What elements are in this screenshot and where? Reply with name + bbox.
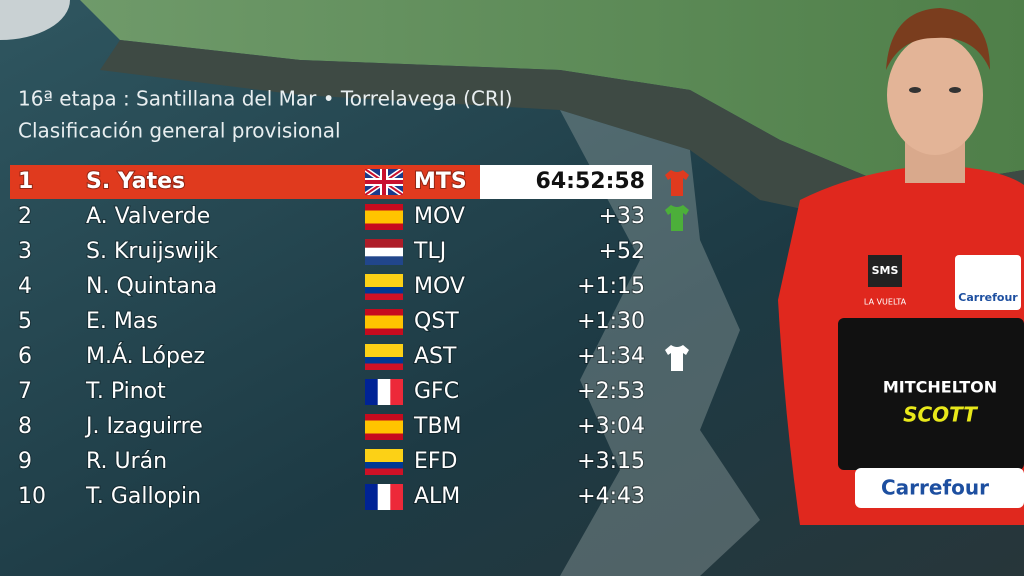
jersey-text: MITCHELTON [883,378,997,397]
time-gap: +3:04 [577,414,645,439]
jersey-text: SCOTT [903,403,978,427]
standings-row: 9 R. Urán EFD +3:15 [17,448,646,475]
position: 3 [18,239,32,264]
position: 8 [18,414,32,439]
team-code: TBM [413,414,462,439]
position: 7 [18,379,32,404]
rider: SMS LA VUELTA Carrefour MITCHELTON SCOTT… [778,8,1024,525]
rider-name: T. Gallopin [85,484,201,509]
standings-row: 2 A. Valverde MOV +33 [17,203,646,230]
standings-row: 7 T. Pinot GFC +2:53 [17,378,646,405]
subtitle: Clasificación general provisional [18,119,341,143]
position: 10 [18,484,46,509]
team-code: ALM [414,484,460,509]
rider-name: M.Á. López [86,343,205,369]
team-code: AST [414,344,457,369]
time-gap: +4:43 [577,484,645,509]
rider-name: S. Kruijswijk [86,239,218,264]
standings-row: 8 J. Izaguirre TBM +3:04 [17,413,646,440]
standings-row: 4 N. Quintana MOV +1:15 [17,273,646,300]
team-code: EFD [414,449,458,474]
stage-title: 16ª etapa : Santillana del Mar • Torrela… [18,87,513,111]
team-code: GFC [414,379,459,404]
time-gap: 64:52:58 [536,169,645,194]
standings-row: 10 T. Gallopin ALM +4:43 [17,483,646,510]
jersey-text: SMS [872,264,899,277]
jersey-text: Carrefour [958,291,1018,304]
position: 1 [18,169,33,194]
standings-row: 1 S. Yates MTS 64:52:58 [17,168,645,195]
position: 9 [18,449,32,474]
position: 6 [18,344,32,369]
time-gap: +2:53 [577,379,645,404]
standings-row: 3 S. Kruijswijk TLJ +52 [17,238,646,265]
position: 2 [18,204,32,229]
time-gap: +1:34 [577,344,645,369]
rider-name: E. Mas [86,309,158,334]
team-code: MTS [414,169,467,194]
rider-name: N. Quintana [86,274,217,299]
rider-name: R. Urán [86,449,167,474]
team-code: QST [414,309,459,334]
position: 5 [18,309,32,334]
team-code: MOV [414,274,465,299]
rider-name: J. Izaguirre [84,414,203,439]
time-gap: +1:30 [577,309,645,334]
jersey-text: Carrefour [881,476,989,500]
standings-table: 1 S. Yates MTS 64:52:58 2 A. Valverde MOV +33 3 S… [17,168,646,510]
rider-name: S. Yates [86,169,185,194]
jersey-text: LA VUELTA [864,298,907,307]
team-code: MOV [414,204,465,229]
team-code: TLJ [413,239,446,264]
position: 4 [18,274,32,299]
standings-row: 5 E. Mas QST +1:30 [17,308,646,335]
time-gap: +3:15 [577,449,645,474]
time-gap: +52 [599,239,645,264]
standings-row: 6 M.Á. López AST +1:34 [17,342,646,370]
time-gap: +1:15 [577,274,645,299]
time-gap: +33 [599,204,645,229]
rider-name: A. Valverde [86,204,210,229]
rider-name: T. Pinot [85,379,166,404]
